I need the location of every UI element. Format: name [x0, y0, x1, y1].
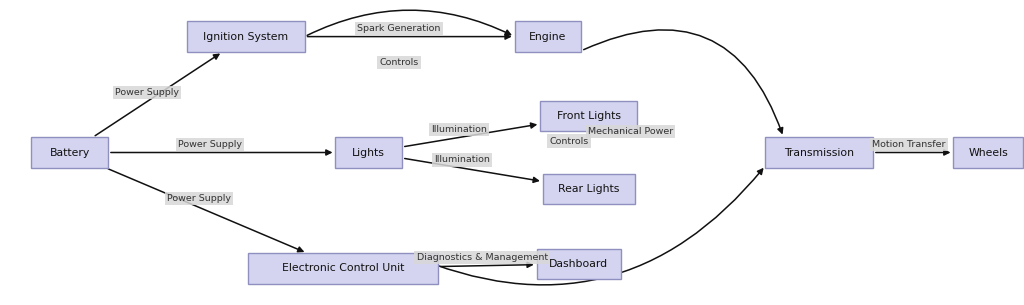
Text: Electronic Control Unit: Electronic Control Unit: [282, 264, 404, 273]
Text: Battery: Battery: [49, 148, 90, 157]
Text: Motion Transfer: Motion Transfer: [872, 140, 946, 149]
FancyBboxPatch shape: [335, 137, 401, 168]
Text: Spark Generation: Spark Generation: [357, 24, 440, 33]
Text: Controls: Controls: [549, 137, 589, 145]
Text: Ignition System: Ignition System: [203, 32, 289, 41]
Text: Power Supply: Power Supply: [167, 194, 231, 203]
Text: Power Supply: Power Supply: [178, 140, 243, 149]
Text: Power Supply: Power Supply: [115, 88, 179, 97]
Text: Dashboard: Dashboard: [549, 259, 608, 269]
Text: Rear Lights: Rear Lights: [558, 184, 620, 194]
Text: Diagnostics & Management: Diagnostics & Management: [417, 253, 548, 262]
FancyBboxPatch shape: [543, 174, 635, 204]
Text: Transmission: Transmission: [784, 148, 854, 157]
Text: Controls: Controls: [380, 58, 419, 67]
FancyBboxPatch shape: [953, 137, 1023, 168]
Text: Illumination: Illumination: [434, 156, 490, 164]
FancyArrowPatch shape: [409, 169, 763, 285]
FancyBboxPatch shape: [248, 253, 438, 284]
FancyBboxPatch shape: [186, 21, 305, 52]
FancyArrowPatch shape: [584, 30, 782, 133]
FancyBboxPatch shape: [541, 101, 637, 131]
FancyBboxPatch shape: [515, 21, 582, 52]
Text: Lights: Lights: [352, 148, 385, 157]
Text: Illumination: Illumination: [431, 125, 486, 134]
FancyBboxPatch shape: [32, 137, 109, 168]
Text: Wheels: Wheels: [969, 148, 1008, 157]
FancyBboxPatch shape: [537, 249, 621, 279]
Text: Mechanical Power: Mechanical Power: [588, 127, 673, 136]
FancyBboxPatch shape: [765, 137, 872, 168]
Text: Engine: Engine: [529, 32, 566, 41]
FancyArrowPatch shape: [307, 10, 511, 35]
Text: Front Lights: Front Lights: [557, 111, 621, 121]
